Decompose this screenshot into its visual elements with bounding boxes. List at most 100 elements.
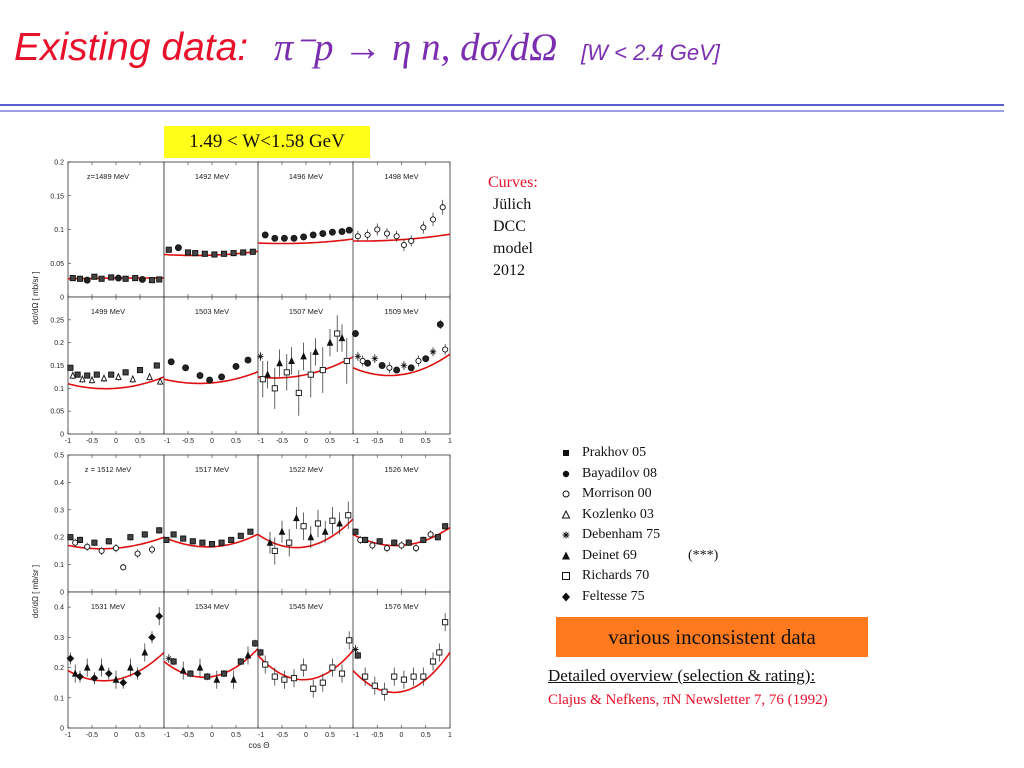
marker-filled-square — [230, 250, 237, 257]
legend-label: Prakhov 05 — [582, 445, 647, 460]
x-tick-label: 0.5 — [231, 438, 241, 445]
x-tick-label: -0.5 — [276, 438, 288, 445]
marker-open-triangle — [79, 375, 86, 383]
marker-filled-triangle — [307, 533, 315, 541]
model-curve — [352, 353, 451, 377]
marker-filled-circle — [364, 359, 371, 367]
marker-filled-square — [74, 371, 81, 378]
marker-filled-square — [354, 652, 361, 659]
marker-filled-diamond — [133, 669, 142, 678]
marker-filled-triangle — [312, 347, 319, 355]
panel-label: 1517 MeV — [195, 465, 229, 474]
panel-1499-mev — [67, 296, 165, 435]
marker-asterisk — [400, 362, 408, 369]
panel-1576-mev — [352, 591, 451, 729]
x-tick-label: 0 — [400, 732, 404, 739]
x-tick-label: -1 — [258, 732, 264, 739]
curves-note: Curves: Jülich DCC model 2012 — [488, 172, 538, 282]
y-tick-label: 0.1 — [54, 562, 64, 569]
marker-open-square — [281, 676, 288, 683]
y-tick-label: 0.3 — [54, 635, 64, 642]
marker-open-circle — [400, 241, 407, 249]
y-tick-label: 0.2 — [54, 665, 64, 672]
marker-open-circle — [398, 542, 405, 549]
marker-filled-circle — [174, 244, 182, 252]
title-range: [W < 2.4 GeV] — [581, 40, 720, 65]
marker-open-square — [300, 664, 307, 671]
panel-label: 1576 MeV — [384, 602, 418, 611]
marker-filled-triangle — [326, 338, 334, 346]
marker-filled-triangle — [276, 359, 283, 367]
marker-open-square — [271, 385, 278, 392]
marker-filled-square — [141, 531, 148, 538]
marker-open-circle — [374, 226, 381, 233]
marker-open-square — [343, 357, 350, 364]
panel-1492-mev — [163, 161, 261, 298]
x-tick-label: -1 — [353, 732, 359, 739]
y-tick-label: 0.1 — [54, 227, 64, 234]
model-curve — [257, 238, 355, 245]
x-tick-label: 0.5 — [231, 732, 241, 739]
marker-open-square — [345, 512, 352, 519]
marker-filled-square — [434, 534, 441, 541]
marker-filled-triangle — [71, 669, 79, 677]
marker-asterisk — [371, 355, 379, 362]
marker-asterisk — [354, 353, 362, 360]
panel-label: 1534 MeV — [195, 602, 229, 611]
marker-filled-square — [247, 528, 254, 535]
marker-open-square — [307, 371, 314, 378]
marker-filled-square — [405, 539, 412, 546]
marker-open-square — [381, 688, 388, 695]
marker-open-square — [271, 673, 278, 680]
marker-open-triangle — [156, 377, 164, 385]
marker-filled-square — [192, 250, 199, 257]
marker-filled-triangle — [293, 513, 300, 522]
x-tick-label: 0 — [210, 438, 214, 445]
marker-open-square — [290, 675, 298, 682]
panel-label: 1545 MeV — [289, 602, 323, 611]
x-tick-label: -0.5 — [86, 732, 98, 739]
legend-label: Bayadilov 08 — [582, 465, 658, 481]
panel-frame — [257, 591, 355, 729]
marker-filled-circle — [407, 364, 415, 372]
marker-open-circle — [148, 546, 156, 553]
marker-filled-square — [220, 250, 228, 257]
cross-section-panels: z=1489 MeV 1492 MeV 1496 MeV 1498 MeV 0.2 0.1… — [31, 160, 452, 751]
marker-filled-circle — [114, 274, 122, 282]
panel-1496-mev — [257, 161, 355, 298]
marker-filled-triangle — [141, 648, 149, 656]
marker-filled-circle — [244, 356, 252, 364]
y-tick-label: 0 — [60, 726, 64, 733]
marker-filled-square — [108, 274, 115, 281]
panel-frame — [257, 296, 355, 435]
x-tick-label: 1 — [448, 732, 452, 739]
marker-filled-diamond — [90, 674, 99, 682]
marker-filled-triangle — [300, 352, 307, 360]
marker-filled-diamond — [76, 672, 84, 681]
marker-open-square — [346, 637, 353, 644]
marker-open-square — [262, 661, 269, 668]
panel-label: 1509 MeV — [384, 307, 418, 316]
marker-filled-circle — [167, 358, 175, 366]
marker-filled-square — [442, 523, 449, 530]
marker-filled-triangle — [98, 663, 105, 671]
marker-asterisk — [257, 353, 264, 360]
x-tick-label: -0.5 — [182, 732, 194, 739]
model-curve — [163, 645, 261, 678]
marker-filled-circle — [83, 276, 91, 284]
marker-filled-triangle — [196, 663, 204, 671]
legend-label: Feltesse 75 — [582, 588, 645, 604]
x-tick-label: 0.5 — [421, 732, 431, 739]
marker-filled-square — [76, 275, 84, 282]
panel-1531-mev — [66, 591, 165, 729]
curves-title: Curves: — [488, 174, 538, 191]
title-divider-secondary — [0, 110, 1004, 112]
marker-open-circle — [415, 357, 422, 364]
marker-filled-square — [136, 367, 144, 374]
x-tick-label: 0 — [114, 438, 118, 445]
marker-filled-square — [187, 670, 194, 677]
detail-reference: Clajus & Nefkens, πN Newsletter 7, 76 (1… — [548, 692, 828, 708]
marker-filled-square — [91, 273, 98, 280]
marker-filled-triangle — [338, 333, 346, 342]
panel-1545-mev — [257, 591, 355, 729]
